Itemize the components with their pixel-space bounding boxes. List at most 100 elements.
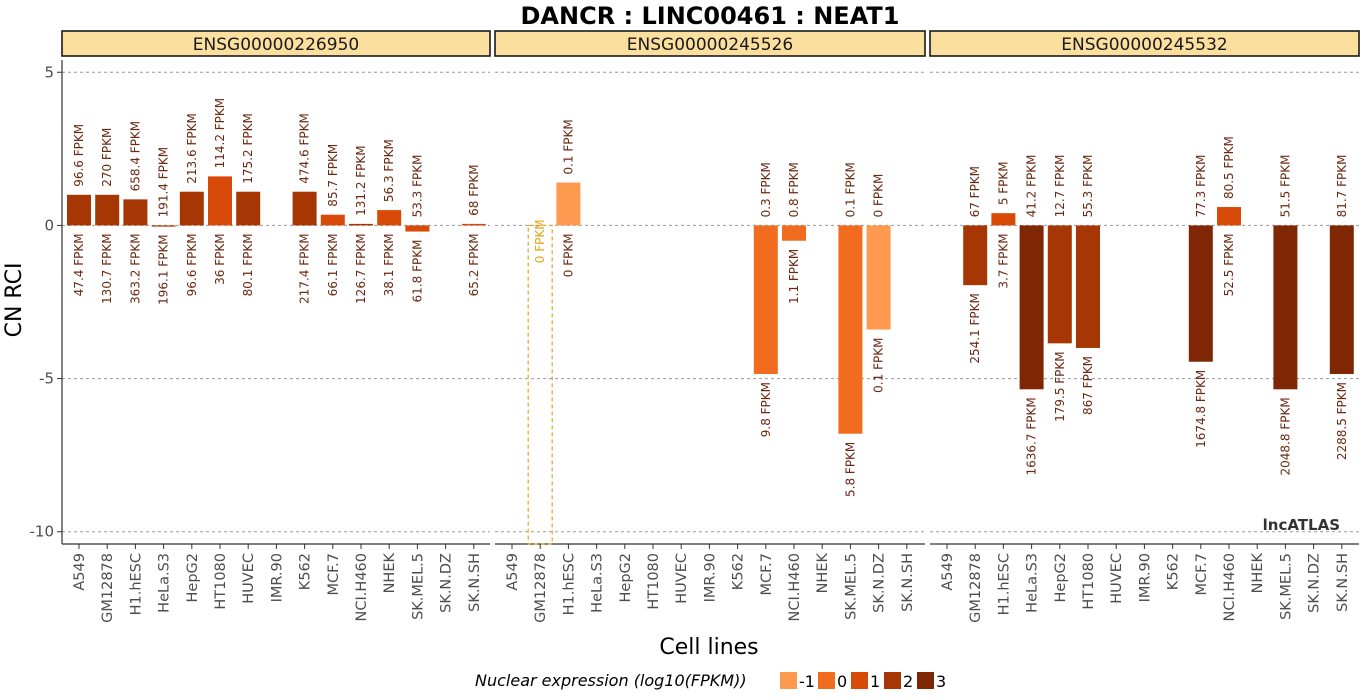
- x-tick-label: HT1080: [646, 553, 662, 610]
- bar: [1047, 225, 1072, 344]
- data-label-nuclear: 0.1 FPKM: [561, 119, 575, 174]
- data-label-cytoplasm: 52.5 FPKM: [1222, 233, 1236, 296]
- x-tick-label: SK.N.SH: [467, 553, 483, 612]
- x-tick-label: NCI.H460: [354, 553, 370, 621]
- data-label-cytoplasm: 80.1 FPKM: [241, 233, 255, 296]
- legend-label: 1: [870, 672, 880, 691]
- panel-2: ENSG00000245532 A549 GM12878 67 FPKM 254.1 F…: [929, 30, 1360, 623]
- chart-title: DANCR : LINC00461 : NEAT1: [521, 2, 900, 30]
- data-label-nuclear: 0.8 FPKM: [787, 162, 801, 217]
- data-label-nuclear: 0 FPKM: [872, 174, 886, 218]
- legend-label: 3: [936, 672, 946, 691]
- data-label-nuclear: 67 FPKM: [968, 166, 982, 217]
- legend-label: 0: [837, 672, 847, 691]
- x-tick-label: HUVEC: [1109, 553, 1125, 604]
- x-tick-label: NHEK: [1250, 553, 1266, 594]
- x-tick-label: IMR.90: [702, 553, 718, 602]
- bar: [461, 223, 486, 226]
- data-label-cytoplasm: 363.2 FPKM: [128, 233, 142, 304]
- x-tick-label: SK.N.DZ: [872, 553, 888, 613]
- data-label-cytoplasm: 2048.8 FPKM: [1278, 397, 1292, 475]
- bar: [1076, 225, 1100, 348]
- bar: [320, 214, 345, 226]
- watermark-text: lncATLAS: [1263, 516, 1340, 534]
- legend-swatch: [917, 672, 934, 689]
- bar: [179, 191, 204, 226]
- bar: [236, 191, 261, 226]
- x-tick-label: K562: [731, 553, 747, 590]
- data-label-cytoplasm: 126.7 FPKM: [354, 233, 368, 304]
- x-tick-label: MCF.7: [759, 553, 775, 595]
- y-tick-label: 0: [44, 216, 54, 234]
- bar: [1329, 225, 1354, 374]
- x-tick-label: HT1080: [213, 553, 229, 610]
- data-label-nuclear: 80.5 FPKM: [1222, 136, 1236, 199]
- x-tick-label: SK.MEL.5: [410, 553, 426, 620]
- data-label-nuclear: 56.3 FPKM: [382, 139, 396, 202]
- x-tick-label: MCF.7: [1194, 553, 1210, 595]
- legend-title: Nuclear expression (log10(FPKM)): [475, 671, 747, 690]
- bar: [292, 191, 317, 226]
- legend: Nuclear expression (log10(FPKM)) -1 0 1 2 3: [475, 671, 946, 691]
- panel-strip: [494, 30, 926, 57]
- bar: [208, 176, 232, 226]
- x-tick-label: HUVEC: [674, 553, 690, 604]
- data-label-cytoplasm: 196.1 FPKM: [157, 234, 171, 305]
- bar-empty: [527, 224, 553, 545]
- data-label-nuclear: 5 FPKM: [996, 161, 1010, 205]
- y-tick-label: 5: [44, 63, 54, 81]
- x-tick-label: K562: [1166, 553, 1182, 590]
- legend-label: 2: [903, 672, 913, 691]
- bar: [67, 194, 91, 226]
- data-label-nuclear: 81.7 FPKM: [1335, 155, 1349, 218]
- x-tick-label: H1.hESC: [128, 553, 144, 615]
- data-label-cytoplasm: 5.8 FPKM: [843, 442, 857, 497]
- legend-swatch: [884, 672, 901, 689]
- panel-strip: [61, 30, 491, 57]
- data-label-cytoplasm: 65.2 FPKM: [467, 233, 481, 296]
- data-label-nuclear: 191.4 FPKM: [157, 147, 171, 218]
- data-label-nuclear: 96.6 FPKM: [72, 124, 86, 187]
- data-label-nuclear: 55.3 FPKM: [1081, 155, 1095, 218]
- x-tick-label: SK.N.DZ: [439, 553, 455, 613]
- legend-swatch: [818, 672, 835, 689]
- x-tick-label: HeLa.S3: [590, 553, 606, 613]
- bar: [866, 225, 891, 330]
- panel-0: ENSG00000226950 A549 96.6 FPKM 47.4 FPKM GM1…: [61, 30, 491, 623]
- data-label-nuclear: 12.7 FPKM: [1053, 155, 1067, 218]
- bar: [377, 210, 402, 226]
- data-label-nuclear: 270 FPKM: [100, 128, 114, 187]
- data-label-cytoplasm: 36 FPKM: [213, 233, 227, 284]
- data-label-nuclear: 474.6 FPKM: [298, 113, 312, 184]
- y-tick-label: -5: [39, 370, 54, 388]
- x-tick-label: SK.N.SH: [1335, 553, 1351, 612]
- data-label-cytoplasm: 61.8 FPKM: [410, 240, 424, 303]
- x-tick-label: MCF.7: [326, 553, 342, 595]
- bar: [1019, 225, 1044, 390]
- panel-strip-label: ENSG00000245526: [627, 35, 793, 55]
- bar: [991, 213, 1016, 226]
- bar: [405, 225, 430, 232]
- data-label-nuclear: 68 FPKM: [467, 164, 481, 215]
- x-tick-label: SK.N.SH: [900, 553, 916, 612]
- x-axis-title: Cell lines: [659, 635, 758, 660]
- bar: [151, 225, 176, 227]
- data-label-cytoplasm: 0.1 FPKM: [872, 338, 886, 393]
- data-label-cytoplasm: 1674.8 FPKM: [1194, 370, 1208, 448]
- data-label-nuclear: 0.1 FPKM: [843, 162, 857, 217]
- bar: [556, 182, 581, 226]
- data-label-cytoplasm: 179.5 FPKM: [1053, 351, 1067, 422]
- bar: [1273, 225, 1298, 390]
- x-tick-label: IMR.90: [1137, 553, 1153, 602]
- x-tick-label: GM12878: [533, 553, 549, 623]
- panel-1: ENSG00000245526 A549 GM12878 0 FPKM H1.hESC 0…: [494, 30, 926, 623]
- x-tick-label: NHEK: [382, 553, 398, 594]
- x-tick-label: A549: [940, 553, 956, 591]
- bar: [838, 225, 863, 434]
- data-label-cytoplasm: 3.7 FPKM: [996, 233, 1010, 288]
- data-label-nuclear: 131.2 FPKM: [354, 145, 368, 216]
- y-axis: 5 0 -5 -10: [30, 60, 63, 544]
- y-tick-label: -10: [30, 523, 55, 541]
- bar: [753, 225, 778, 374]
